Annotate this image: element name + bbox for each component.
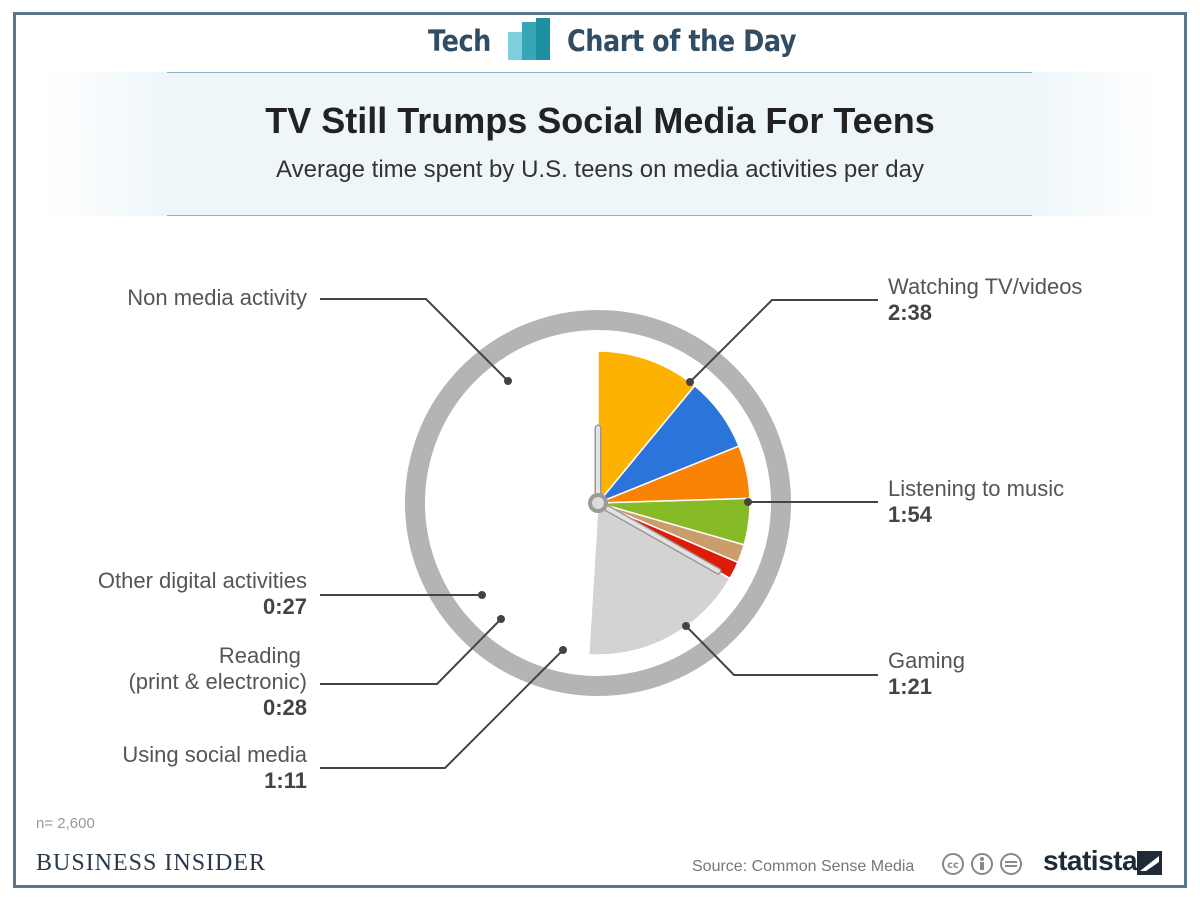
label-other-digital-value: 0:27 [262, 594, 307, 619]
label-other-digital-text: Other digital activities [97, 568, 307, 593]
source-note: Source: Common Sense Media [692, 858, 915, 875]
label-reading-value: 0:28 [262, 695, 307, 720]
creative-commons-icon: cc [942, 853, 1022, 875]
statista-mark-icon [1137, 851, 1162, 875]
title-bottom-rule [167, 215, 1032, 216]
leader-other-digital-dot [478, 591, 486, 599]
label-gaming-text: Gaming [888, 648, 966, 673]
leader-listening-music-dot [744, 498, 752, 506]
label-watching-tv-text: Watching TV/videos [888, 274, 1083, 299]
svg-text:cc: cc [947, 860, 959, 871]
chart-title: TV Still Trumps Social Media For Teens [265, 100, 935, 141]
leader-reading [320, 618, 502, 685]
chart-frame [13, 12, 1187, 888]
pie-slices [587, 350, 751, 656]
label-watching-tv-value: 2:38 [888, 300, 933, 325]
leader-gaming-dot [682, 622, 690, 630]
header-chart-of-the-day: Chart of the Day [567, 24, 797, 58]
clock-minute-hand [596, 501, 720, 573]
label-watching-tv: Watching TV/videos 2:38 [888, 274, 1082, 326]
label-other-digital: Other digital activities 0:27 [98, 568, 307, 620]
label-gaming-value: 1:21 [888, 674, 933, 699]
label-listening-music: Listening to music 1:54 [888, 476, 1064, 528]
header-tech: Tech [428, 24, 491, 58]
label-listening-music-value: 1:54 [888, 502, 933, 527]
leader-social-media [320, 649, 564, 769]
slice-non-media [587, 501, 731, 656]
statista-logo: statista [1043, 845, 1138, 876]
label-social-media-text: Using social media [122, 742, 307, 767]
leader-social-media-dot [559, 646, 567, 654]
business-insider-logo: BUSINESS INSIDER [36, 850, 267, 876]
label-reading-line-2: (print & electronic) [128, 669, 307, 694]
sample-size-note: n= 2,600 [36, 815, 95, 832]
label-non-media-text: Non media activity [127, 285, 307, 310]
title-band [40, 72, 1160, 216]
label-reading: Reading (print & electronic) 0:28 [128, 643, 307, 721]
label-gaming: Gaming 1:21 [888, 648, 965, 700]
label-non-media: Non media activity [127, 285, 307, 311]
chart-subtitle: Average time spent by U.S. teens on medi… [276, 156, 924, 183]
label-reading-line-1: Reading [218, 643, 307, 668]
leader-watching-tv [689, 299, 878, 383]
leader-non-media [320, 298, 509, 382]
label-social-media: Using social media 1:11 [122, 742, 307, 794]
chart-of-the-day-logo-icon [508, 18, 550, 60]
label-listening-music-text: Listening to music [888, 476, 1065, 501]
leader-watching-tv-dot [686, 378, 694, 386]
leader-lines [320, 298, 878, 769]
label-social-media-value: 1:11 [264, 768, 307, 793]
leader-reading-dot [497, 615, 505, 623]
clock-center-cap [592, 497, 604, 509]
title-top-rule [167, 72, 1032, 73]
leader-gaming [685, 625, 878, 676]
leader-non-media-dot [504, 377, 512, 385]
